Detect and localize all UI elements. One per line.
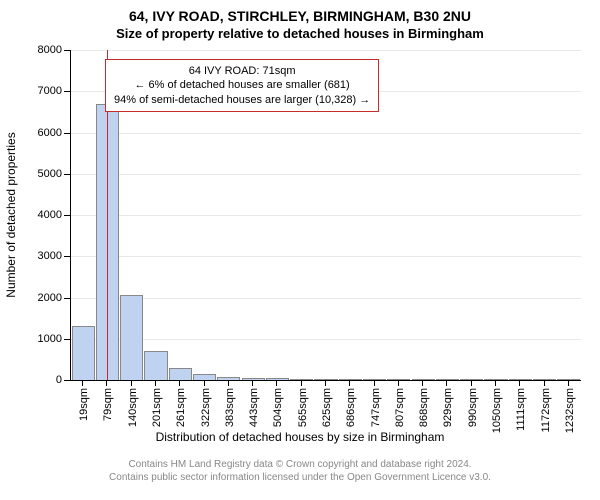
x-tick: [349, 380, 350, 386]
x-tick: [422, 380, 423, 386]
x-tick-label: 79sqm: [102, 388, 114, 421]
x-tick-label: 201sqm: [151, 388, 163, 427]
x-tick-label: 1050sqm: [491, 388, 503, 433]
y-tick: [64, 215, 70, 216]
x-tick-label: 565sqm: [297, 388, 309, 427]
x-tick-label: 747sqm: [370, 388, 382, 427]
x-tick-label: 1172sqm: [540, 388, 552, 432]
y-tick: [64, 174, 70, 175]
x-tick: [204, 380, 205, 386]
histogram-bar: [266, 378, 289, 380]
x-tick-label: 140sqm: [127, 388, 139, 427]
x-axis-label: Distribution of detached houses by size …: [0, 430, 600, 444]
y-gridline: [71, 174, 581, 175]
x-tick-label: 443sqm: [248, 388, 260, 427]
histogram-bar: [363, 379, 386, 380]
attribution-footer: Contains HM Land Registry data © Crown c…: [0, 458, 600, 484]
y-tick-label: 6000: [30, 127, 62, 139]
callout-annotation: 64 IVY ROAD: 71sqm← 6% of detached house…: [105, 59, 379, 112]
y-gridline: [71, 256, 581, 257]
histogram-bar: [557, 379, 580, 380]
x-tick: [276, 380, 277, 386]
histogram-bar: [169, 368, 192, 380]
y-tick-label: 3000: [30, 250, 62, 262]
histogram-bar: [533, 379, 556, 380]
x-tick-label: 807sqm: [394, 388, 406, 427]
page: { "titles": { "line1": "64, IVY ROAD, ST…: [0, 0, 600, 500]
x-tick: [568, 380, 569, 386]
x-tick: [471, 380, 472, 386]
x-tick-label: 322sqm: [200, 388, 212, 427]
y-gridline: [71, 133, 581, 134]
y-tick-label: 0: [30, 374, 62, 386]
histogram-bar: [290, 379, 313, 380]
y-tick: [64, 50, 70, 51]
y-gridline: [71, 339, 581, 340]
y-tick-label: 4000: [30, 209, 62, 221]
y-tick: [64, 380, 70, 381]
y-axis-label: Number of detached properties: [4, 132, 18, 297]
footer-line2: Contains public sector information licen…: [0, 471, 600, 484]
y-tick-label: 8000: [30, 44, 62, 56]
x-tick: [519, 380, 520, 386]
x-tick: [106, 380, 107, 386]
x-tick-label: 1111sqm: [515, 388, 527, 431]
histogram-bar: [144, 351, 167, 380]
y-tick: [64, 133, 70, 134]
y-gridline: [71, 298, 581, 299]
chart-title-line1: 64, IVY ROAD, STIRCHLEY, BIRMINGHAM, B30…: [0, 8, 600, 24]
histogram-bar: [193, 374, 216, 380]
footer-line1: Contains HM Land Registry data © Crown c…: [0, 458, 600, 471]
histogram-bar: [387, 379, 410, 380]
x-tick: [374, 380, 375, 386]
x-tick: [82, 380, 83, 386]
callout-line2: ← 6% of detached houses are smaller (681…: [114, 78, 370, 92]
y-tick-label: 1000: [30, 333, 62, 345]
y-gridline: [71, 50, 581, 51]
x-tick-label: 383sqm: [224, 388, 236, 427]
x-tick: [252, 380, 253, 386]
x-tick: [325, 380, 326, 386]
x-tick-label: 929sqm: [442, 388, 454, 427]
histogram-bar: [339, 379, 362, 380]
x-tick-label: 990sqm: [467, 388, 479, 427]
x-tick: [544, 380, 545, 386]
histogram-bar: [436, 379, 459, 380]
y-gridline: [71, 215, 581, 216]
histogram-bar: [72, 326, 95, 380]
y-tick: [64, 298, 70, 299]
chart-title-line2: Size of property relative to detached ho…: [0, 26, 600, 41]
callout-line1: 64 IVY ROAD: 71sqm: [114, 64, 370, 78]
y-tick: [64, 339, 70, 340]
y-tick: [64, 91, 70, 92]
x-tick: [301, 380, 302, 386]
histogram-bar: [120, 295, 143, 380]
x-tick-label: 19sqm: [78, 388, 90, 421]
y-tick-label: 2000: [30, 292, 62, 304]
x-tick: [155, 380, 156, 386]
x-tick-label: 686sqm: [345, 388, 357, 427]
x-tick: [446, 380, 447, 386]
x-tick-label: 625sqm: [321, 388, 333, 427]
x-tick: [495, 380, 496, 386]
y-tick: [64, 256, 70, 257]
x-tick: [179, 380, 180, 386]
x-tick-label: 1232sqm: [564, 388, 576, 433]
histogram-bar: [460, 379, 483, 380]
x-tick-label: 504sqm: [272, 388, 284, 427]
histogram-bar: [509, 379, 532, 380]
x-tick-label: 261sqm: [175, 388, 187, 427]
histogram-bar: [217, 377, 240, 380]
x-tick-label: 868sqm: [418, 388, 430, 427]
y-tick-label: 5000: [30, 168, 62, 180]
y-tick-label: 7000: [30, 85, 62, 97]
x-tick: [398, 380, 399, 386]
x-tick: [228, 380, 229, 386]
callout-line3: 94% of semi-detached houses are larger (…: [114, 93, 370, 107]
x-tick: [131, 380, 132, 386]
